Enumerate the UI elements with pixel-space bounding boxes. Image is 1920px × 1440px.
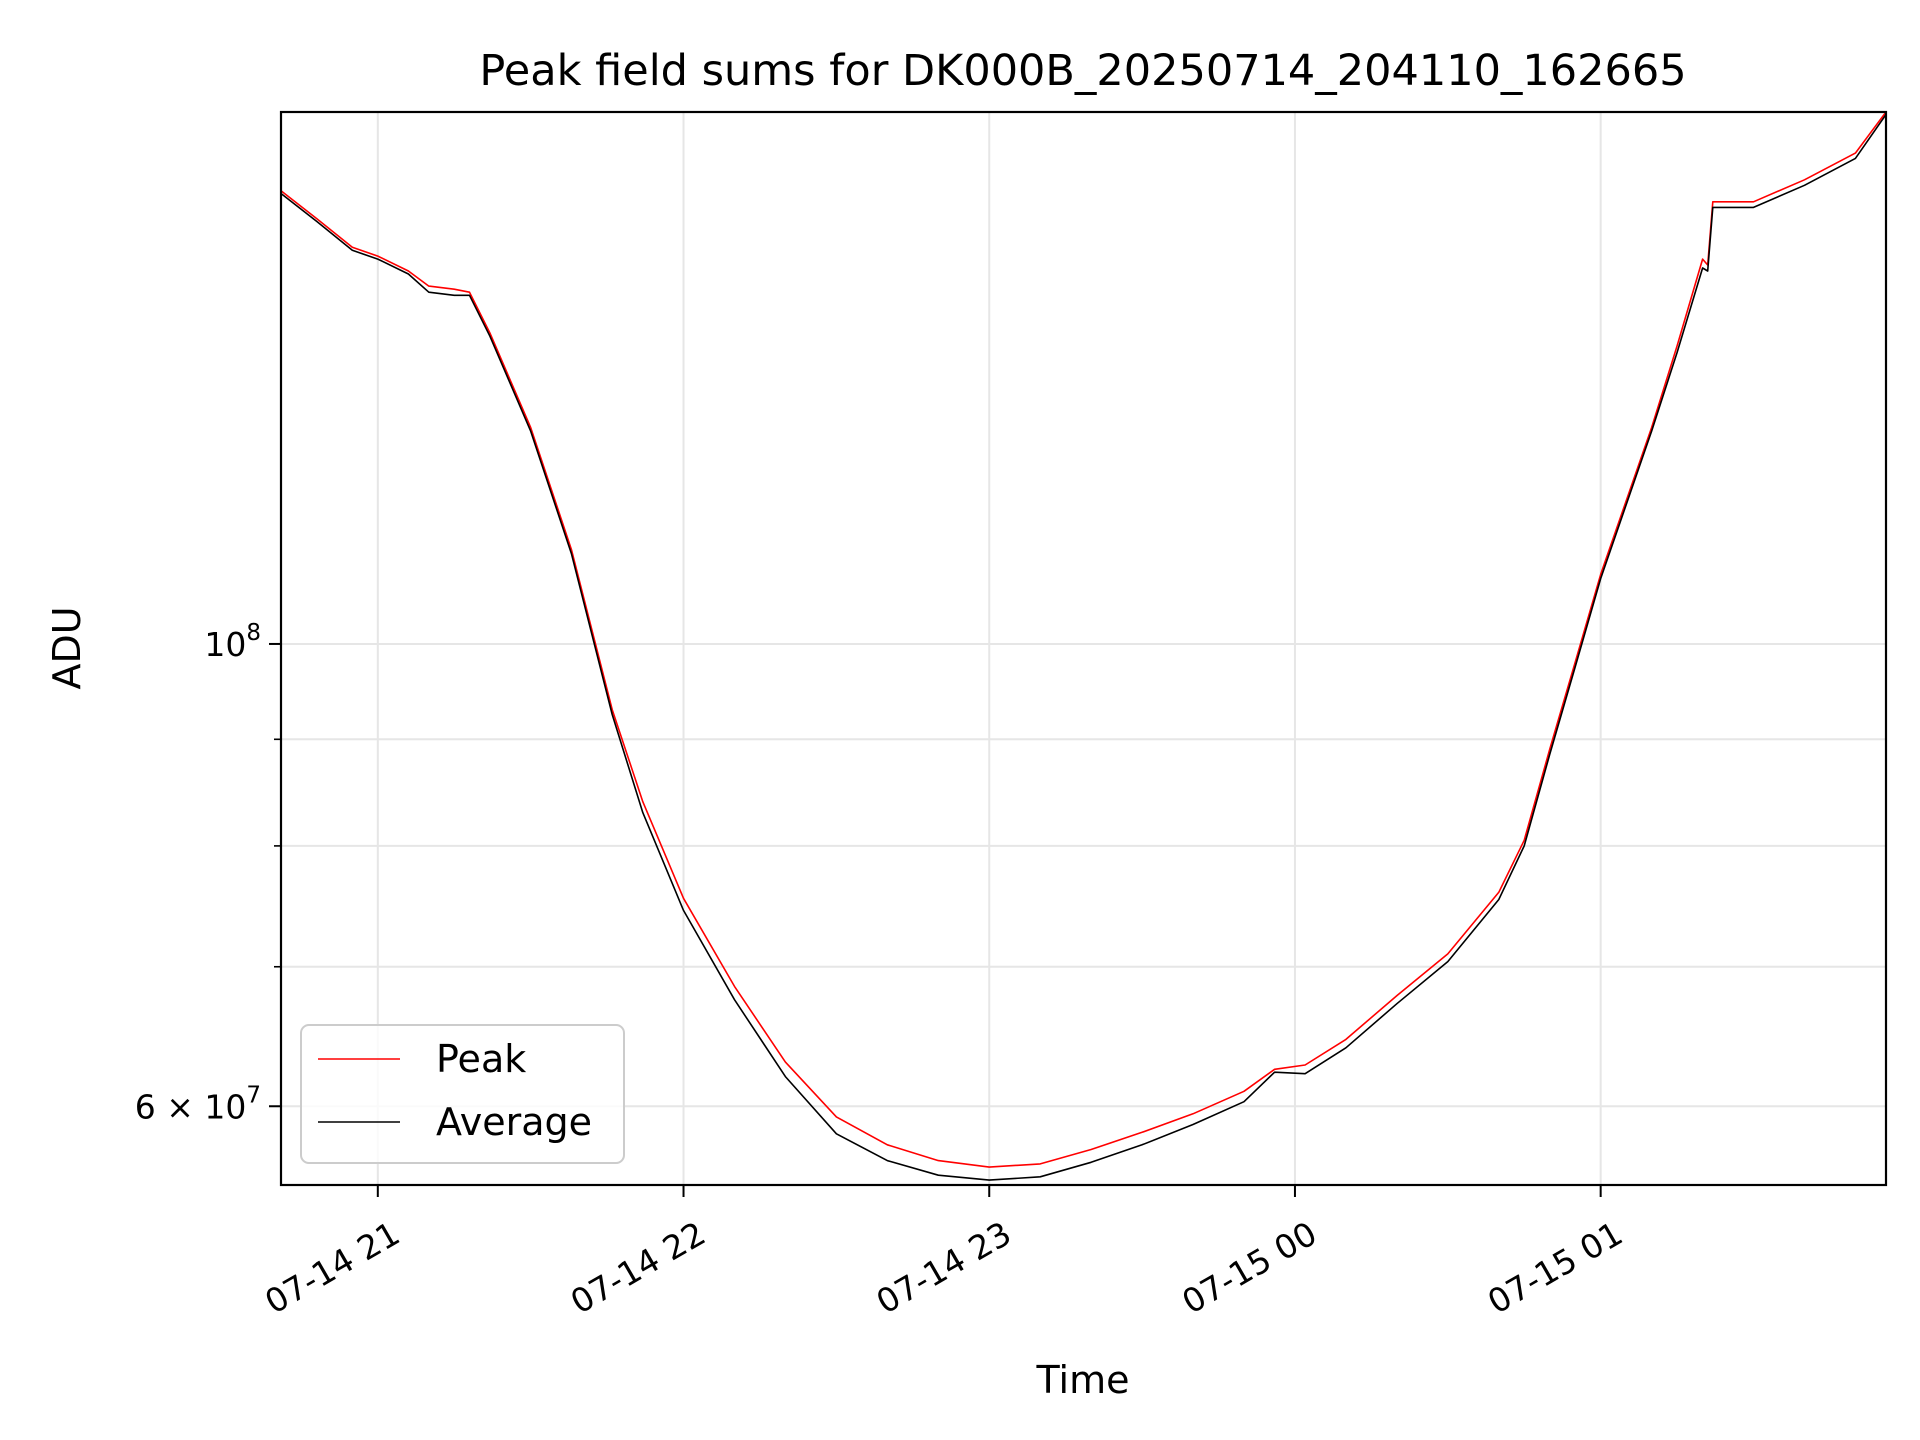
legend-label-peak: Peak [436,1037,526,1081]
x-axis-label: Time [1036,1358,1130,1402]
plot-frame [279,110,1888,1187]
y-axis-label: ADU [45,606,89,689]
legend-label-average: Average [436,1100,592,1144]
legend: Peak Average [300,1024,625,1164]
series-line-average [280,114,1887,1181]
chart-title: Peak field sums for DK000B_20250714_2041… [479,46,1686,96]
grid [281,112,1886,1185]
series-lines [280,111,1887,1181]
y-tick-label: 108 [204,620,261,664]
y-tick-label: 6 × 107 [135,1082,261,1126]
series-line-peak [280,111,1887,1168]
